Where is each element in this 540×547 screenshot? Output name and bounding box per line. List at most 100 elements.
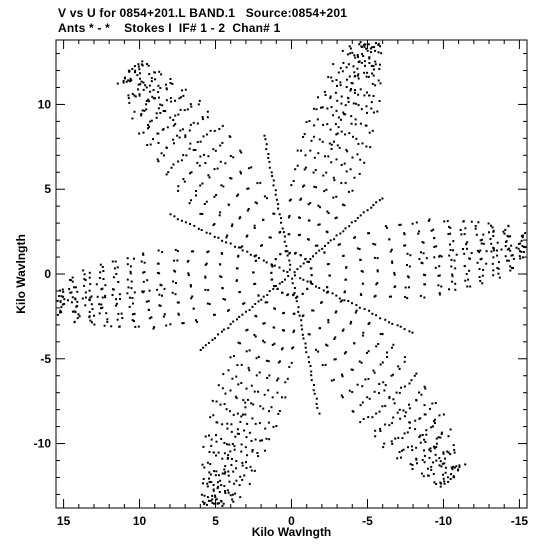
uv-point — [246, 454, 249, 457]
uv-point — [221, 239, 224, 242]
uv-point — [138, 68, 141, 71]
uv-point — [239, 421, 242, 423]
uv-point — [125, 80, 128, 83]
uv-point — [246, 250, 249, 253]
uv-point — [524, 246, 527, 249]
uv-point — [149, 120, 152, 123]
uv-point — [339, 67, 342, 70]
uv-point — [250, 469, 253, 472]
uv-point — [176, 134, 179, 137]
uv-point — [180, 159, 183, 162]
uv-point — [231, 377, 234, 380]
uv-point — [98, 312, 101, 315]
uv-point — [215, 400, 218, 403]
uv-point — [212, 488, 215, 491]
uv-point — [270, 263, 273, 266]
uv-point — [323, 190, 326, 193]
uv-point — [388, 397, 391, 399]
uv-point — [162, 315, 165, 318]
uv-point — [435, 437, 438, 440]
uv-point — [320, 106, 322, 109]
uv-point — [519, 242, 522, 245]
uv-point — [184, 134, 187, 137]
uv-point — [218, 491, 221, 493]
uv-point — [201, 500, 204, 503]
uv-point — [507, 259, 510, 262]
uv-point — [474, 227, 477, 230]
uv-point — [221, 423, 224, 426]
uv-point — [210, 481, 213, 484]
uv-point — [435, 459, 438, 462]
uv-point — [217, 333, 219, 336]
uv-point — [313, 185, 316, 188]
uv-point — [240, 151, 243, 154]
uv-point — [304, 258, 307, 260]
uv-point — [76, 300, 79, 303]
uv-point — [457, 469, 460, 472]
uv-point — [217, 474, 220, 477]
uv-point — [344, 113, 347, 116]
uv-point — [270, 406, 273, 409]
uv-point — [362, 55, 365, 57]
uv-point — [112, 288, 114, 291]
uv-point — [492, 256, 495, 259]
uv-point — [122, 81, 125, 84]
uv-point — [257, 390, 259, 393]
uv-point — [76, 317, 79, 320]
uv-point — [255, 357, 258, 360]
uv-point — [219, 211, 221, 214]
uv-point — [133, 320, 135, 323]
uv-point — [147, 64, 150, 67]
uv-point — [207, 174, 210, 177]
uv-point — [307, 238, 310, 241]
uv-point — [147, 127, 149, 130]
uv-point — [404, 411, 407, 414]
uv-point — [367, 416, 370, 419]
uv-point — [423, 438, 426, 441]
uv-point — [482, 233, 485, 236]
uv-point — [451, 273, 454, 276]
uv-point — [287, 275, 290, 277]
uv-point — [521, 256, 524, 259]
uv-point — [520, 239, 523, 242]
uv-point — [211, 498, 214, 501]
uv-point — [351, 368, 354, 371]
uv-point — [142, 131, 145, 134]
uv-point — [449, 232, 452, 235]
uv-point — [333, 179, 336, 182]
plot-subtitle: Ants * - * Stokes I IF# 1 - 2 Chan# 1 — [58, 21, 281, 35]
uv-point — [157, 84, 160, 87]
uv-point — [354, 89, 356, 92]
uv-point — [204, 263, 207, 266]
uv-point — [361, 385, 364, 388]
uv-point — [403, 385, 406, 388]
uv-point — [466, 241, 469, 244]
uv-point — [497, 267, 500, 270]
uv-point — [101, 296, 104, 299]
uv-point — [326, 286, 329, 289]
uv-point — [255, 374, 258, 377]
uv-point — [380, 52, 383, 55]
uv-point — [141, 109, 144, 112]
uv-point — [148, 84, 151, 87]
uv-point — [382, 381, 385, 384]
uv-point — [353, 176, 356, 179]
uv-point — [447, 451, 450, 454]
uv-point — [148, 100, 151, 103]
uv-point — [235, 479, 238, 482]
uv-point — [224, 392, 227, 395]
uv-point — [492, 269, 495, 272]
uv-point — [222, 297, 225, 300]
x-tick-label: 10 — [133, 514, 147, 528]
uv-point — [98, 303, 101, 306]
uv-point — [418, 230, 421, 233]
uv-point — [504, 245, 507, 248]
uv-point — [160, 152, 163, 155]
uv-point — [282, 329, 284, 332]
uv-point — [243, 429, 246, 432]
uv-point — [102, 270, 105, 272]
uv-point — [299, 265, 302, 268]
uv-point — [367, 377, 370, 380]
uv-point — [373, 68, 375, 71]
uv-point — [254, 335, 257, 338]
